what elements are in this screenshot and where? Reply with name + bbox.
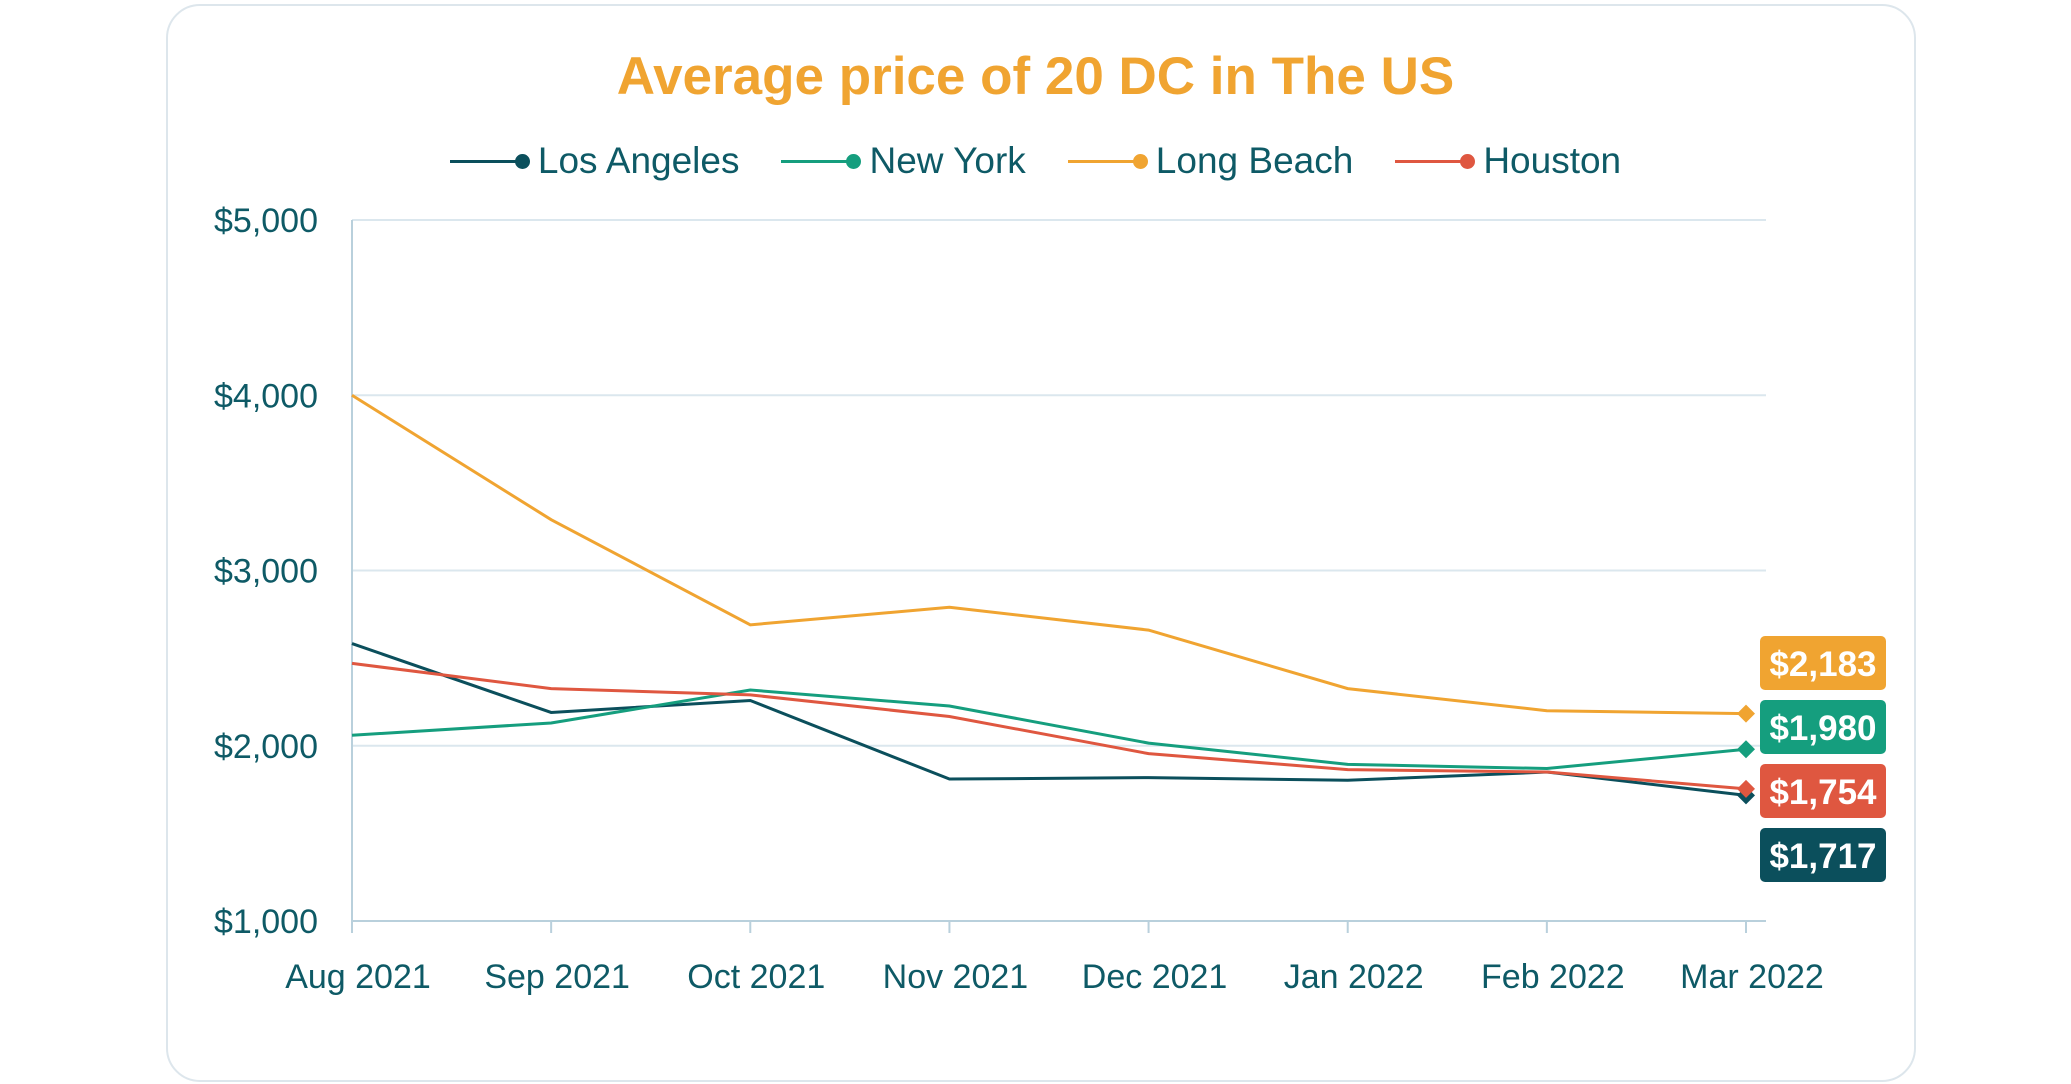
end-label-badge: [1760, 828, 1886, 882]
chart-title: Average price of 20 DC in The US: [616, 47, 1455, 106]
end-label-badge: [1760, 764, 1886, 818]
series-line-los-angeles: [351, 642, 1747, 797]
x-tick-label: Nov 2021: [883, 958, 1029, 996]
x-tick-label: Jan 2022: [1284, 958, 1424, 996]
y-tick-label: $1,000: [214, 903, 318, 941]
end-label-value: $2,183: [1769, 645, 1876, 684]
end-marker: [1737, 779, 1755, 798]
chart-card: [166, 4, 1916, 1082]
legend-label: New York: [869, 140, 1026, 181]
end-label-value: $1,980: [1769, 709, 1876, 748]
end-label-value: $1,754: [1769, 773, 1877, 812]
legend-label: Houston: [1483, 140, 1622, 181]
legend-item: New York: [781, 140, 1026, 182]
end-label-badge: [1760, 700, 1886, 754]
x-tick-label: Mar 2022: [1680, 958, 1824, 996]
legend-swatch: [1067, 153, 1148, 169]
series-line-long-beach: [351, 393, 1747, 716]
end-marker: [1737, 704, 1755, 723]
series-line-new-york: [351, 688, 1747, 771]
legend: Los Angeles New York Long Beach Houston: [0, 140, 2071, 182]
legend-item: Houston: [1395, 140, 1621, 182]
legend-item: Los Angeles: [449, 140, 740, 182]
end-label-value: $1,717: [1769, 837, 1876, 876]
legend-item: Long Beach: [1067, 140, 1354, 182]
x-tick-label: Feb 2022: [1481, 958, 1625, 996]
y-tick-label: $3,000: [214, 553, 318, 591]
legend-swatch: [449, 153, 530, 169]
legend-swatch: [781, 153, 862, 169]
series-line-houston: [351, 661, 1747, 791]
y-tick-label: $2,000: [214, 728, 318, 766]
legend-label: Los Angeles: [537, 140, 740, 181]
x-tick-label: Dec 2021: [1082, 958, 1228, 996]
end-marker: [1737, 740, 1755, 759]
x-tick-label: Sep 2021: [484, 958, 630, 996]
x-tick-label: Aug 2021: [285, 958, 431, 996]
y-tick-label: $5,000: [214, 202, 318, 240]
x-tick-label: Oct 2021: [687, 958, 825, 996]
legend-label: Long Beach: [1155, 140, 1354, 181]
end-label-badge: [1760, 636, 1886, 690]
legend-swatch: [1395, 153, 1476, 169]
y-tick-label: $4,000: [214, 377, 318, 415]
